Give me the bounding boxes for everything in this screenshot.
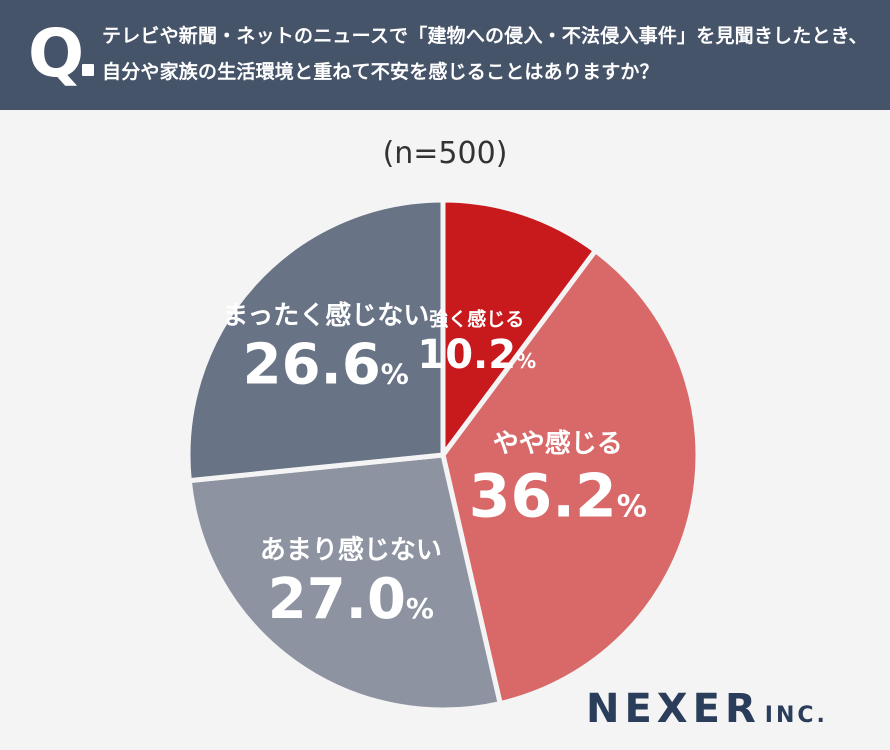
slice-value-4: 26.6% — [243, 333, 409, 398]
slice-label-4: まったく感じない — [222, 301, 429, 331]
logo-name: NEXER — [586, 686, 761, 732]
slice-label-2: やや感じる — [493, 429, 623, 459]
slice-label-1: 強く感じる — [429, 307, 524, 330]
question-header: Q テレビや新聞・ネットのニュースで「建物への侵入・不法侵入事件」を見聞きしたと… — [0, 0, 890, 110]
slice-label-3: あまり感じない — [260, 535, 442, 565]
logo-suffix: INC. — [764, 703, 828, 728]
pie-slice-2 — [440, 248, 701, 707]
slice-value-3: 27.0% — [268, 567, 434, 632]
pie-slice-1 — [440, 197, 598, 458]
q-dot — [82, 64, 94, 76]
slice-value-1: 10.2% — [417, 332, 536, 378]
pie-slice-4 — [185, 197, 446, 484]
sample-size: (n=500) — [382, 136, 508, 171]
q-letter: Q — [28, 15, 85, 92]
brand-logo: NEXER INC. — [586, 686, 828, 732]
question-text: テレビや新聞・ネットのニュースで「建物への侵入・不法侵入事件」を見聞きしたとき、… — [102, 25, 868, 83]
pie-slice-3 — [186, 452, 503, 713]
slice-value-2: 36.2% — [469, 461, 647, 531]
